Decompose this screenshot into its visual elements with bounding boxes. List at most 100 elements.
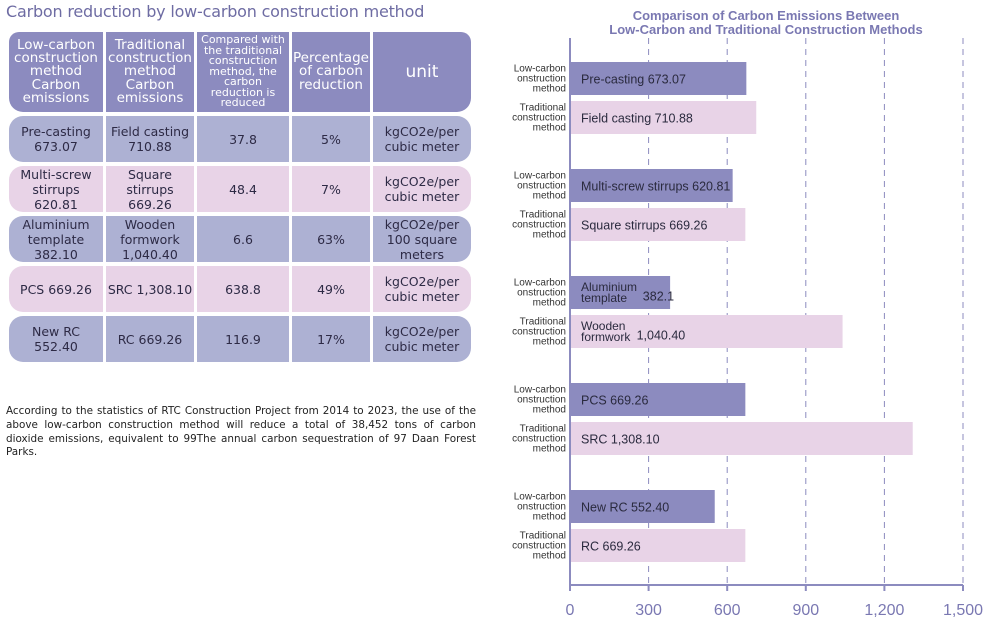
bar-traditional — [570, 101, 757, 134]
carbon-reduction-table: Low-carbon construction method Carbon em… — [6, 28, 474, 366]
cell-percentage: 17% — [292, 316, 370, 362]
cell-low-carbon: Aluminium template 382.10 — [9, 216, 103, 262]
cell-percentage: 49% — [292, 266, 370, 312]
bar-label: SRC 1,308.10 — [581, 433, 660, 447]
category-label: construction — [512, 541, 566, 552]
category-label: method — [533, 444, 566, 455]
x-tick-label: 900 — [792, 602, 819, 619]
table-row: New RC 552.40 RC 669.26 116.9 17% kgCO2e… — [9, 316, 471, 362]
bar-low — [570, 169, 733, 202]
category-label: Low-carbon — [514, 64, 566, 75]
category-label: Traditional — [520, 210, 566, 221]
cell-unit: kgCO2e/per cubic meter — [372, 266, 471, 312]
category-label: Traditional — [520, 103, 566, 114]
cell-reduced: 37.8 — [197, 116, 289, 162]
category-label: method — [533, 512, 566, 523]
bar-label: template — [581, 291, 627, 305]
category-label: Low-carbon — [514, 385, 566, 396]
header-percentage: Percentage of carbon reduction — [292, 32, 370, 112]
bar-low — [570, 276, 671, 309]
category-label: Traditional — [520, 531, 566, 542]
category-label: method — [533, 298, 566, 309]
category-label: onstruction — [517, 288, 566, 299]
cell-low-carbon: Multi-screw stirrups 620.81 — [9, 166, 103, 212]
bar-low — [570, 383, 746, 416]
chart-title: Low-Carbon and Traditional Construction … — [609, 22, 922, 37]
category-label: method — [533, 230, 566, 241]
category-label: construction — [512, 220, 566, 231]
bar-label: Wooden — [581, 319, 625, 333]
summary-note: According to the statistics of RTC Const… — [6, 405, 476, 459]
bar-label: formwork — [581, 330, 631, 344]
cell-traditional: RC 669.26 — [106, 316, 194, 362]
table-row: Pre-casting 673.07 Field casting 710.88 … — [9, 116, 471, 162]
bar-label: Multi-screw stirrups 620.81 — [581, 180, 730, 194]
cell-reduced: 116.9 — [197, 316, 289, 362]
x-tick-label: 0 — [566, 602, 575, 619]
category-label: method — [533, 123, 566, 134]
category-label: method — [533, 84, 566, 95]
cell-percentage: 7% — [292, 166, 370, 212]
cell-traditional: SRC 1,308.10 — [106, 266, 194, 312]
bar-label: New RC 552.40 — [581, 501, 669, 515]
category-label: method — [533, 337, 566, 348]
category-label: construction — [512, 327, 566, 338]
bar-label: Pre-casting 673.07 — [581, 73, 686, 87]
bar-label: RC 669.26 — [581, 540, 641, 554]
x-tick-label: 600 — [714, 602, 741, 619]
table-row: Aluminium template 382.10 Wooden formwor… — [9, 216, 471, 262]
bar-traditional — [570, 315, 843, 348]
category-label: method — [533, 405, 566, 416]
x-tick-label: 300 — [635, 602, 662, 619]
bar-traditional — [570, 422, 913, 455]
category-label: construction — [512, 434, 566, 445]
bar-value-label: 382.1 — [643, 290, 674, 304]
cell-traditional: Field casting 710.88 — [106, 116, 194, 162]
category-label: onstruction — [517, 181, 566, 192]
category-label: method — [533, 551, 566, 562]
bar-low — [570, 62, 747, 95]
category-label: onstruction — [517, 74, 566, 85]
emissions-bar-chart: Comparison of Carbon Emissions BetweenLo… — [512, 8, 983, 619]
category-label: Low-carbon — [514, 492, 566, 503]
category-label: Traditional — [520, 424, 566, 435]
category-label: onstruction — [517, 395, 566, 406]
cell-percentage: 63% — [292, 216, 370, 262]
bar-traditional — [570, 529, 746, 562]
table-header-row: Low-carbon construction method Carbon em… — [9, 32, 471, 112]
table-row: PCS 669.26 SRC 1,308.10 638.8 49% kgCO2e… — [9, 266, 471, 312]
bar-label: Field casting 710.88 — [581, 112, 693, 126]
header-reduced: Compared with the traditional constructi… — [197, 32, 289, 112]
cell-reduced: 638.8 — [197, 266, 289, 312]
cell-unit: kgCO2e/per cubic meter — [372, 316, 471, 362]
category-label: Traditional — [520, 317, 566, 328]
bar-label: Square stirrups 669.26 — [581, 219, 708, 233]
bar-traditional — [570, 208, 746, 241]
category-label: Low-carbon — [514, 278, 566, 289]
cell-unit: kgCO2e/per cubic meter — [372, 166, 471, 212]
cell-percentage: 5% — [292, 116, 370, 162]
page-title: Carbon reduction by low-carbon construct… — [6, 2, 425, 21]
cell-low-carbon: PCS 669.26 — [9, 266, 103, 312]
cell-traditional: Square stirrups 669.26 — [106, 166, 194, 212]
header-traditional: Traditional construction method Carbon e… — [106, 32, 194, 112]
cell-low-carbon: New RC 552.40 — [9, 316, 103, 362]
x-tick-label: 1,500 — [943, 602, 983, 619]
chart-title: Comparison of Carbon Emissions Between — [633, 8, 900, 23]
bar-value-label: 1,040.40 — [637, 329, 686, 343]
category-label: Low-carbon — [514, 171, 566, 182]
bar-label: Aluminium — [581, 280, 637, 294]
table-row: Multi-screw stirrups 620.81 Square stirr… — [9, 166, 471, 212]
header-low-carbon: Low-carbon construction method Carbon em… — [9, 32, 103, 112]
category-label: method — [533, 191, 566, 202]
header-unit: unit — [372, 32, 471, 112]
cell-low-carbon: Pre-casting 673.07 — [9, 116, 103, 162]
x-tick-label: 1,200 — [864, 602, 904, 619]
cell-reduced: 6.6 — [197, 216, 289, 262]
category-label: onstruction — [517, 502, 566, 513]
category-label: construction — [512, 113, 566, 124]
cell-unit: kgCO2e/per 100 square meters — [372, 216, 471, 262]
cell-traditional: Wooden formwork 1,040.40 — [106, 216, 194, 262]
bar-low — [570, 490, 715, 523]
cell-reduced: 48.4 — [197, 166, 289, 212]
